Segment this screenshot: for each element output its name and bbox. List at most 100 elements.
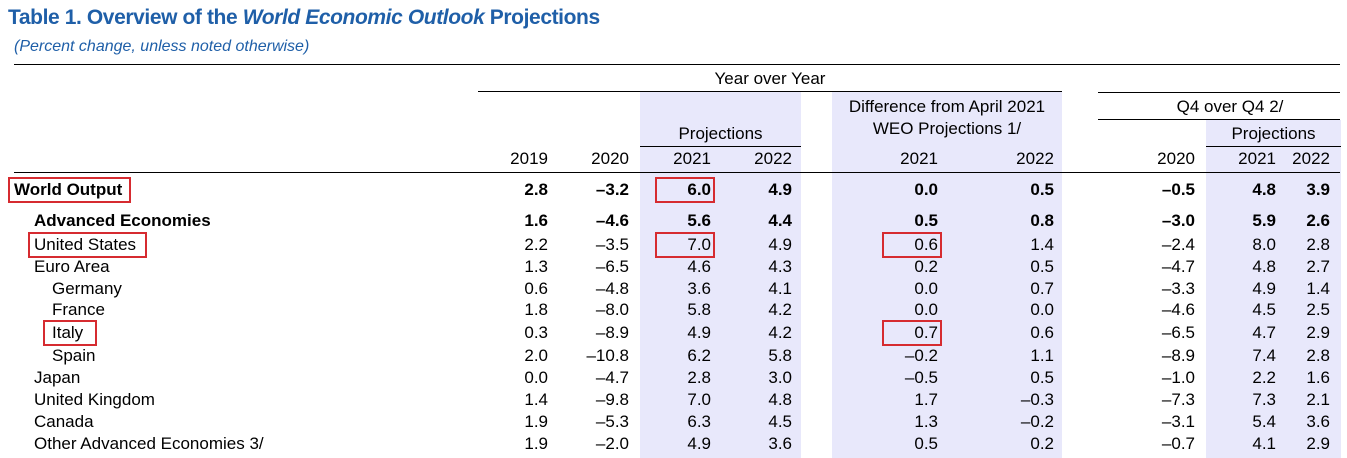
- table-cell: 0.0: [1030, 300, 1054, 319]
- row-label: United States: [34, 235, 137, 254]
- table-cell: 5.8: [768, 346, 792, 365]
- table-cell: –4.6: [1161, 300, 1195, 319]
- table-cell: –0.2: [904, 346, 938, 365]
- table-cell: 3.6: [687, 279, 711, 298]
- table-cell: 4.8: [1252, 257, 1276, 276]
- table-cell: 2.2: [1252, 368, 1276, 387]
- year-header: 2022: [1292, 149, 1330, 168]
- table-cell: 4.5: [1252, 300, 1276, 319]
- table-cell: –5.3: [595, 412, 629, 431]
- table-cell: 1.4: [1306, 279, 1330, 298]
- row-label: United Kingdom: [34, 390, 155, 409]
- table-cell: 4.4: [768, 211, 792, 230]
- table-cell: 4.9: [1252, 279, 1276, 298]
- table-cell: –4.7: [595, 368, 629, 387]
- q4-projections-header: Projections: [1231, 124, 1316, 143]
- table-cell: 2.2: [524, 235, 548, 254]
- highlight-box: [28, 232, 147, 258]
- row-label: Other Advanced Economies 3/: [34, 434, 264, 453]
- table-cell: 1.4: [1030, 235, 1054, 254]
- table-cell: –2.4: [1161, 235, 1195, 254]
- table-cell: –1.0: [1161, 368, 1195, 387]
- table-cell: 1.3: [524, 257, 548, 276]
- table-cell: 3.6: [1306, 412, 1330, 431]
- title-prefix: Table 1. Overview of the: [8, 6, 243, 29]
- table-cell: 8.0: [1252, 235, 1276, 254]
- table-cell: –4.6: [595, 211, 629, 230]
- table-cell: –8.0: [595, 300, 629, 319]
- table-cell: 4.9: [687, 323, 711, 342]
- table-cell: 0.2: [914, 257, 938, 276]
- row-label: Italy: [52, 323, 84, 342]
- highlight-box: [882, 320, 942, 346]
- table-cell: –3.1: [1161, 412, 1195, 431]
- year-header: 2021: [1238, 149, 1276, 168]
- title-suffix: Projections: [484, 6, 600, 29]
- table-cell: 1.9: [524, 412, 548, 431]
- table-cell: –0.5: [1161, 180, 1195, 199]
- row-label: Japan: [34, 368, 81, 387]
- table-cell: 4.2: [768, 323, 792, 342]
- top-rule: [14, 64, 1340, 65]
- table-cell: 0.6: [914, 235, 938, 254]
- table-cell: –0.2: [1020, 412, 1054, 431]
- table-cell: 4.9: [687, 434, 711, 453]
- table-cell: 0.5: [914, 211, 938, 230]
- table-cell: 2.5: [1306, 300, 1330, 319]
- row-label: Spain: [52, 346, 96, 365]
- table-cell: 4.9: [768, 235, 792, 254]
- table-cell: 2.8: [524, 180, 548, 199]
- table-cell: 4.3: [768, 257, 792, 276]
- table-cell: 0.5: [1030, 180, 1054, 199]
- table-cell: –3.0: [1161, 211, 1195, 230]
- table-cell: 5.4: [1252, 412, 1276, 431]
- table-cell: 2.0: [524, 346, 548, 365]
- table-cell: –0.5: [904, 368, 938, 387]
- table-cell: 1.9: [524, 434, 548, 453]
- table-cell: 0.6: [524, 279, 548, 298]
- table-cell: 0.7: [1030, 279, 1054, 298]
- table-title: Table 1. Overview of the World Economic …: [8, 6, 600, 30]
- table-cell: –0.3: [1020, 390, 1054, 409]
- table-cell: 0.7: [914, 323, 938, 342]
- table-cell: 0.3: [524, 323, 548, 342]
- table-cell: 5.6: [687, 211, 711, 230]
- difference-header-line2: WEO Projections 1/: [872, 119, 1022, 138]
- table-cell: 1.1: [1030, 346, 1054, 365]
- table-cell: 2.8: [1306, 346, 1330, 365]
- table-cell: –4.7: [1161, 257, 1195, 276]
- table-cell: –8.9: [1161, 346, 1195, 365]
- table-cell: –0.7: [1161, 434, 1195, 453]
- table-cell: 0.5: [914, 434, 938, 453]
- table-cell: 0.0: [914, 300, 938, 319]
- table-cell: 4.1: [768, 279, 792, 298]
- table-cell: 2.9: [1306, 323, 1330, 342]
- table-cell: 0.5: [1030, 368, 1054, 387]
- table-cell: 4.7: [1252, 323, 1276, 342]
- table-cell: 4.2: [768, 300, 792, 319]
- year-header: 2020: [1157, 149, 1195, 168]
- table-cell: 3.0: [768, 368, 792, 387]
- table-cell: 4.9: [768, 180, 792, 199]
- yoy-rule: [478, 91, 1062, 92]
- table-cell: 6.2: [687, 346, 711, 365]
- table-cell: 7.4: [1252, 346, 1276, 365]
- projections-header: Projections: [678, 124, 763, 143]
- q4-projections-underline: [1206, 146, 1341, 147]
- table-cell: –6.5: [1161, 323, 1195, 342]
- title-italic: World Economic Outlook: [242, 6, 485, 29]
- table-cell: 0.2: [1030, 434, 1054, 453]
- table-cell: 2.8: [1306, 235, 1330, 254]
- row-label: Euro Area: [34, 257, 110, 276]
- highlight-box: [8, 177, 131, 203]
- table-cell: –7.3: [1161, 390, 1195, 409]
- table-cell: 0.0: [914, 180, 938, 199]
- year-over-year-header: Year over Year: [714, 69, 826, 88]
- table-subtitle: (Percent change, unless noted otherwise): [14, 38, 310, 55]
- table-cell: 6.3: [687, 412, 711, 431]
- table-cell: 1.6: [1306, 368, 1330, 387]
- table-cell: 4.8: [768, 390, 792, 409]
- highlight-box: [655, 177, 715, 203]
- table-cell: –9.8: [595, 390, 629, 409]
- table-cell: –3.2: [595, 180, 629, 199]
